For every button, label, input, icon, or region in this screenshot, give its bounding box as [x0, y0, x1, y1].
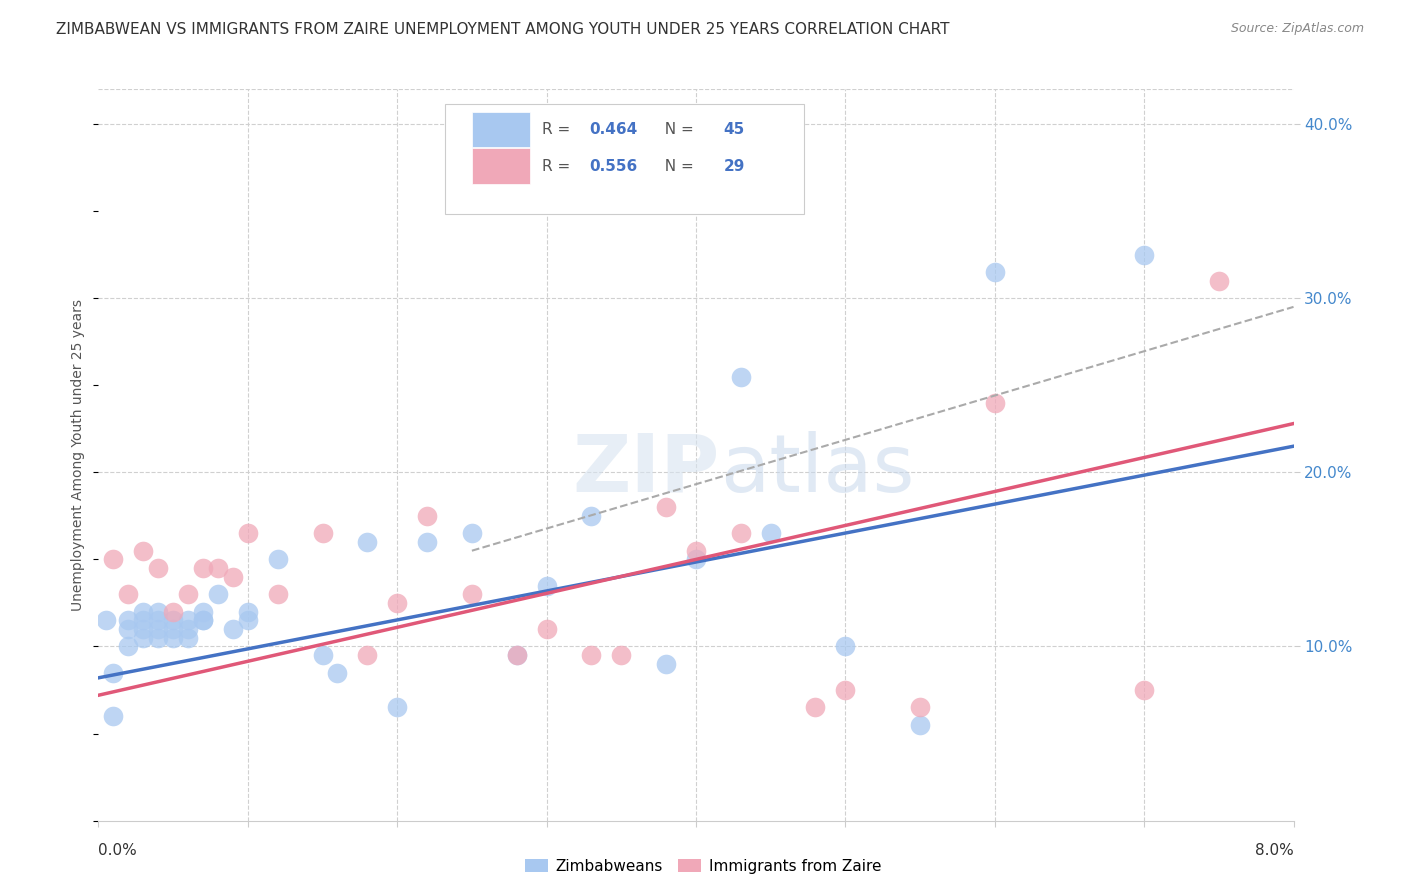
- Point: [385, 596, 409, 610]
- Point: [834, 683, 856, 698]
- Point: [177, 622, 200, 636]
- Point: [1133, 247, 1156, 261]
- Point: [908, 718, 931, 732]
- Point: [162, 605, 184, 619]
- Point: [506, 648, 529, 663]
- Point: [162, 622, 184, 636]
- Text: 0.464: 0.464: [589, 122, 638, 137]
- Point: [416, 508, 439, 523]
- Y-axis label: Unemployment Among Youth under 25 years: Unemployment Among Youth under 25 years: [72, 299, 86, 611]
- Text: ZIP: ZIP: [572, 431, 720, 508]
- Text: 45: 45: [724, 122, 745, 137]
- Point: [132, 543, 155, 558]
- Point: [326, 665, 349, 680]
- Point: [581, 508, 603, 523]
- Point: [103, 665, 125, 680]
- FancyBboxPatch shape: [472, 148, 530, 184]
- Point: [148, 561, 170, 575]
- Text: R =: R =: [541, 122, 575, 137]
- Point: [148, 605, 170, 619]
- Point: [506, 648, 529, 663]
- Text: R =: R =: [541, 159, 575, 174]
- Point: [610, 648, 633, 663]
- Point: [236, 526, 259, 541]
- Point: [536, 578, 558, 592]
- Point: [191, 613, 214, 627]
- Point: [655, 500, 678, 515]
- Point: [222, 570, 245, 584]
- Point: [162, 613, 184, 627]
- Text: N =: N =: [655, 122, 699, 137]
- Point: [267, 587, 290, 601]
- Point: [177, 631, 200, 645]
- Point: [311, 526, 333, 541]
- Text: ZIMBABWEAN VS IMMIGRANTS FROM ZAIRE UNEMPLOYMENT AMONG YOUTH UNDER 25 YEARS CORR: ZIMBABWEAN VS IMMIGRANTS FROM ZAIRE UNEM…: [56, 22, 949, 37]
- Point: [730, 526, 752, 541]
- Point: [177, 613, 200, 627]
- Point: [983, 395, 1005, 409]
- Point: [759, 526, 782, 541]
- Point: [834, 640, 856, 654]
- Point: [148, 613, 170, 627]
- Point: [908, 700, 931, 714]
- FancyBboxPatch shape: [472, 112, 530, 147]
- Point: [222, 622, 245, 636]
- Point: [132, 605, 155, 619]
- Point: [385, 700, 409, 714]
- Point: [132, 622, 155, 636]
- Legend: Zimbabweans, Immigrants from Zaire: Zimbabweans, Immigrants from Zaire: [519, 853, 887, 880]
- Point: [236, 613, 259, 627]
- Point: [177, 587, 200, 601]
- Point: [132, 613, 155, 627]
- Point: [103, 709, 125, 723]
- Text: 0.0%: 0.0%: [98, 843, 138, 858]
- Text: Source: ZipAtlas.com: Source: ZipAtlas.com: [1230, 22, 1364, 36]
- Point: [983, 265, 1005, 279]
- Point: [461, 526, 484, 541]
- Text: N =: N =: [655, 159, 699, 174]
- Text: 0.556: 0.556: [589, 159, 638, 174]
- Point: [191, 613, 214, 627]
- Point: [685, 552, 707, 566]
- Point: [117, 640, 139, 654]
- FancyBboxPatch shape: [444, 103, 804, 213]
- Text: 29: 29: [724, 159, 745, 174]
- Text: atlas: atlas: [720, 431, 914, 508]
- Point: [207, 587, 229, 601]
- Point: [148, 622, 170, 636]
- Point: [94, 613, 117, 627]
- Point: [117, 622, 139, 636]
- Point: [117, 587, 139, 601]
- Point: [536, 622, 558, 636]
- Point: [148, 631, 170, 645]
- Point: [207, 561, 229, 575]
- Point: [655, 657, 678, 671]
- Point: [191, 561, 214, 575]
- Point: [730, 369, 752, 384]
- Point: [804, 700, 827, 714]
- Point: [236, 605, 259, 619]
- Point: [191, 605, 214, 619]
- Point: [132, 631, 155, 645]
- Point: [356, 648, 378, 663]
- Text: 8.0%: 8.0%: [1254, 843, 1294, 858]
- Point: [461, 587, 484, 601]
- Point: [1133, 683, 1156, 698]
- Point: [103, 552, 125, 566]
- Point: [162, 631, 184, 645]
- Point: [356, 535, 378, 549]
- Point: [685, 543, 707, 558]
- Point: [1208, 274, 1230, 288]
- Point: [311, 648, 333, 663]
- Point: [416, 535, 439, 549]
- Point: [581, 648, 603, 663]
- Point: [117, 613, 139, 627]
- Point: [267, 552, 290, 566]
